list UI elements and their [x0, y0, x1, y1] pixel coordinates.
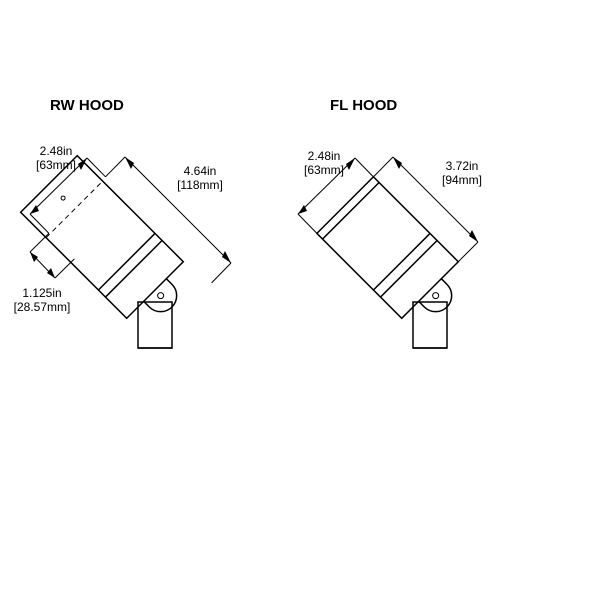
- rw-dim-width: 2.48in [63mm]: [30, 144, 106, 233]
- rw-dim-lip-mm: [28.57mm]: [14, 300, 71, 314]
- fl-dim-width: 2.48in [63mm]: [298, 149, 373, 233]
- rw-dim-lip-in: 1.125in: [22, 286, 61, 300]
- rw-dim-width-in: 2.48in: [40, 144, 73, 158]
- rw-dim-width-mm: [63mm]: [36, 158, 76, 172]
- fl-title: FL HOOD: [330, 97, 397, 114]
- fl-dim-length: 3.72in [94mm]: [373, 157, 482, 262]
- diagram-canvas: RW HOOD 2.48in [63mm]: [0, 0, 600, 600]
- rw-dim-length-in: 4.64in: [184, 164, 217, 178]
- rw-stem: [138, 302, 172, 348]
- fl-dim-width-mm: [63mm]: [304, 163, 344, 177]
- rw-dim-lip: 1.125in [28.57mm]: [14, 233, 75, 314]
- fl-dim-length-in: 3.72in: [446, 159, 479, 173]
- fl-dim-length-mm: [94mm]: [442, 173, 482, 187]
- rw-title: RW HOOD: [50, 97, 124, 114]
- fl-stem: [413, 302, 447, 348]
- fl-hood-drawing: [317, 177, 475, 335]
- fl-dim-width-in: 2.48in: [308, 149, 341, 163]
- rw-dim-length-mm: [118mm]: [177, 178, 223, 192]
